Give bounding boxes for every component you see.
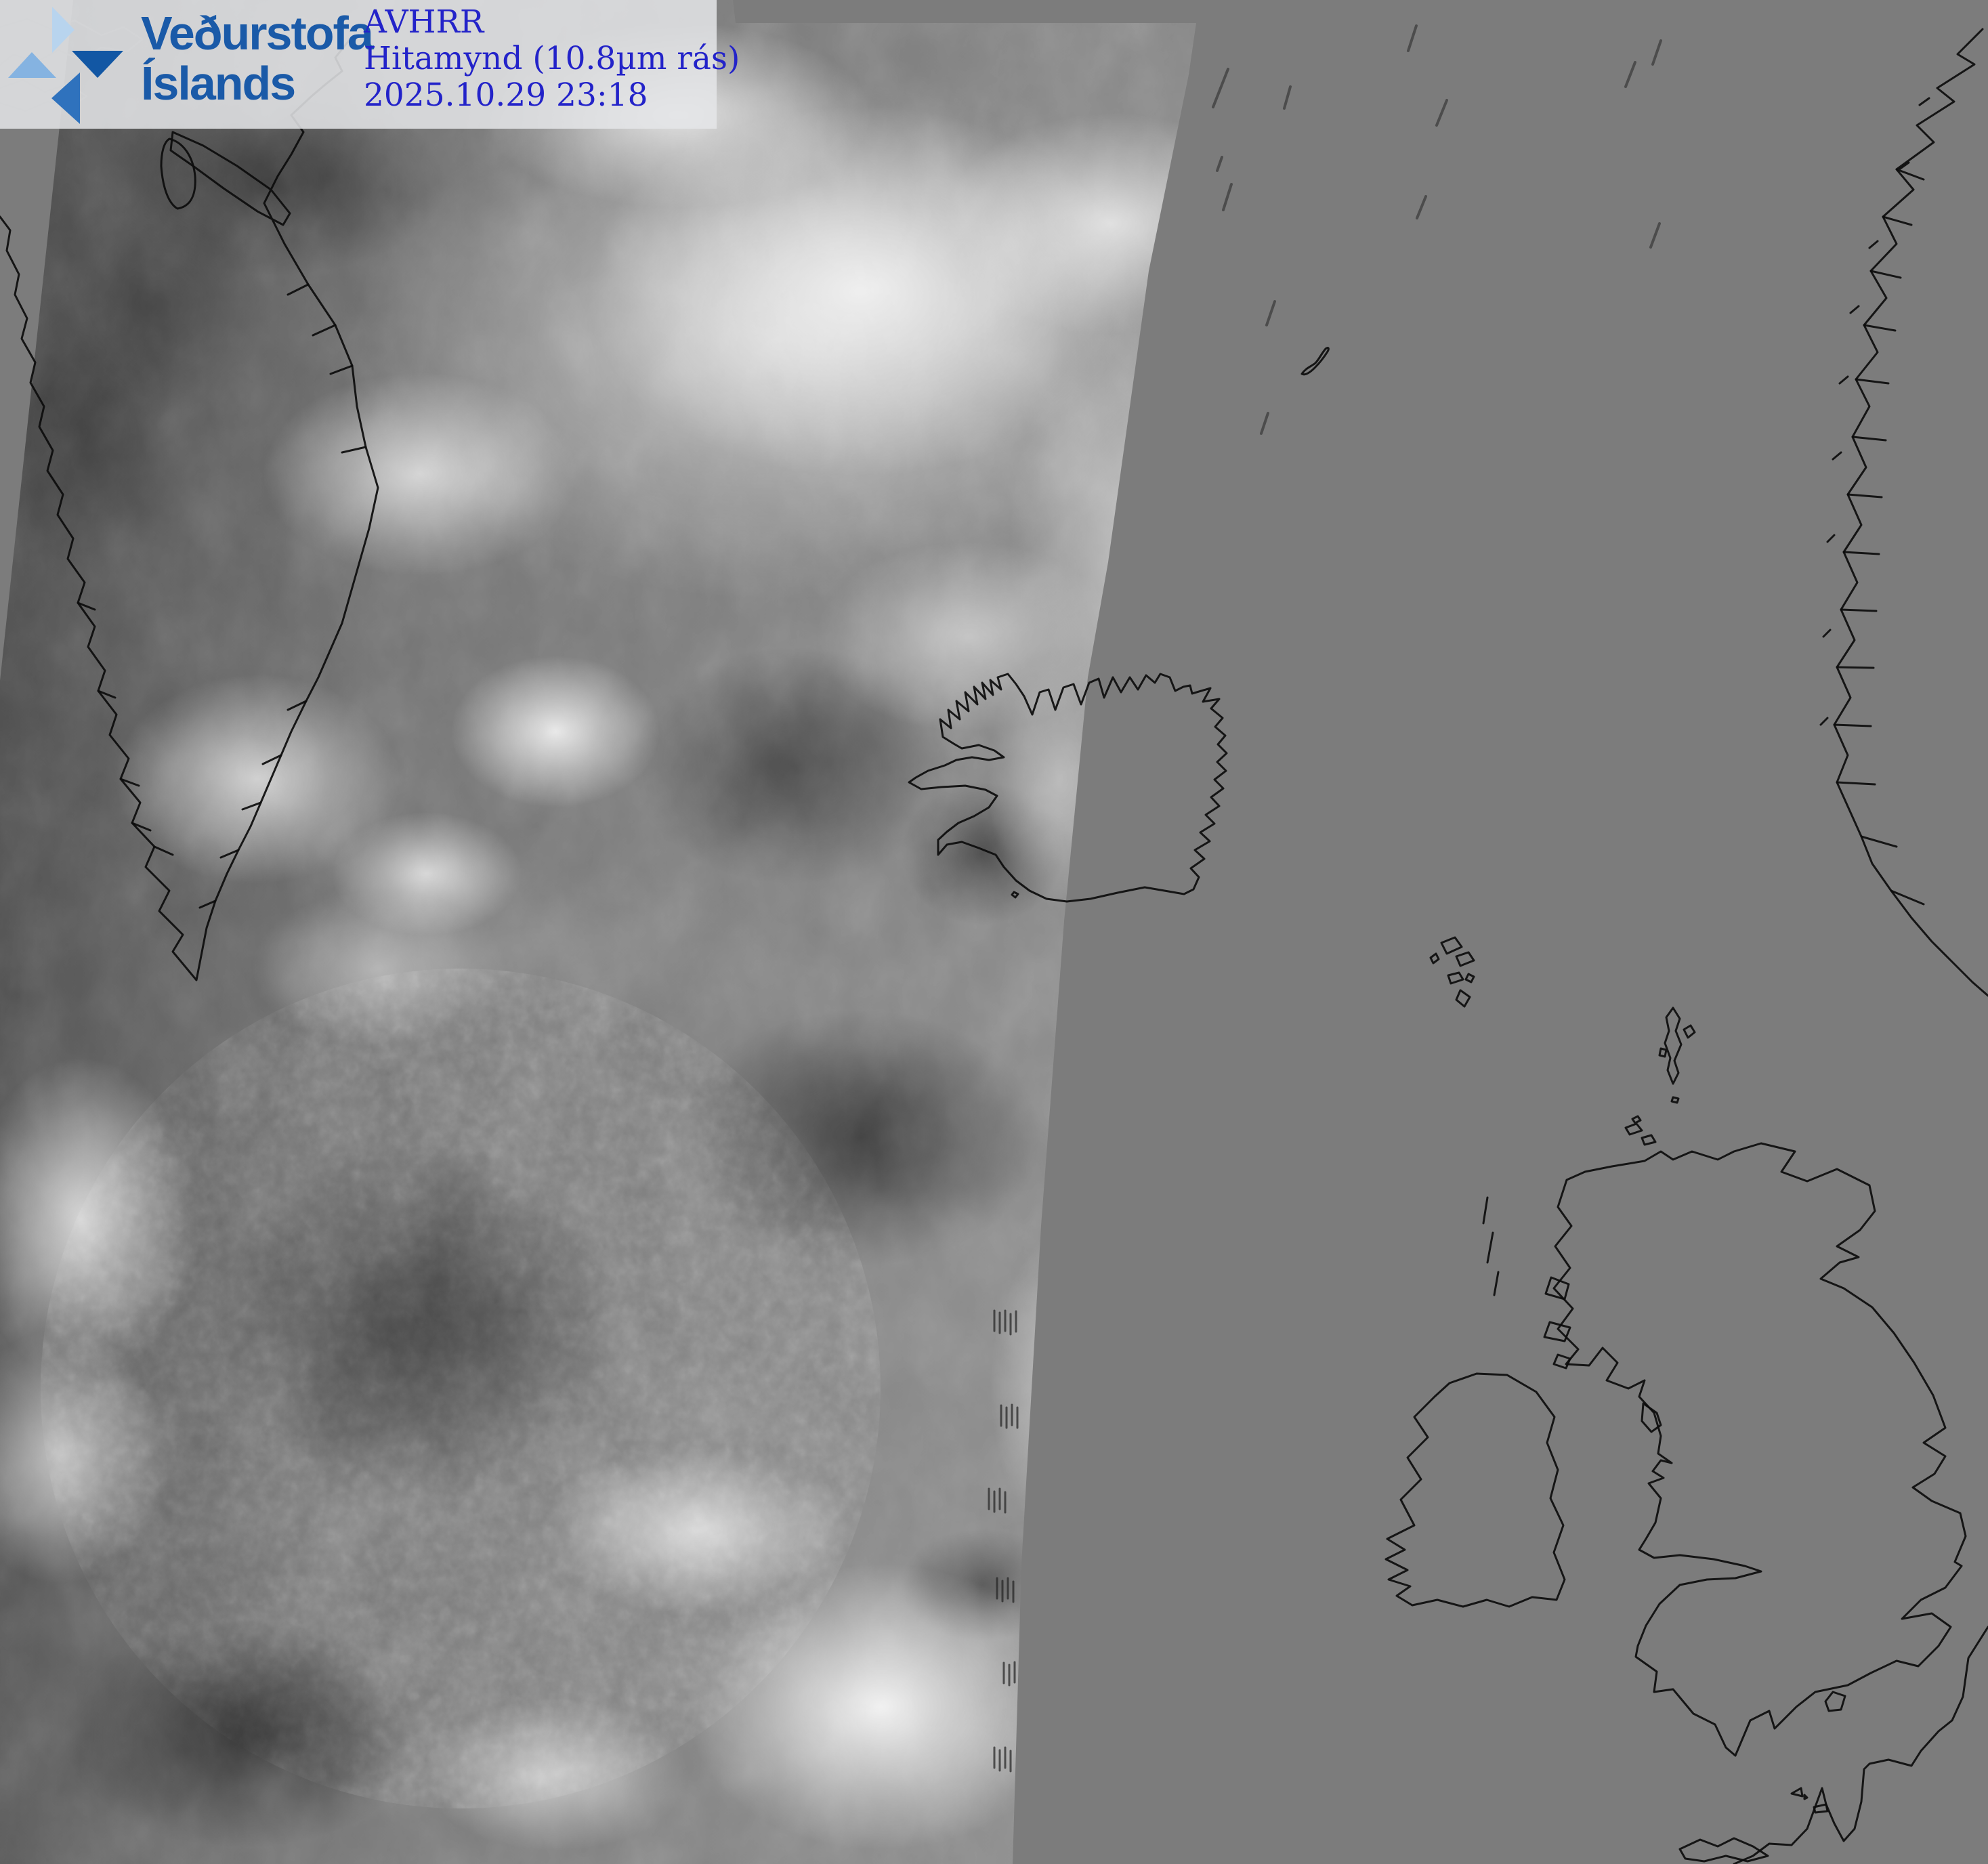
isle-of-man-coastline — [1641, 1402, 1662, 1433]
orkney-coastline — [1624, 1115, 1657, 1146]
channel-islands-coastline — [1790, 1787, 1829, 1814]
product-info: AVHRR Hitamynd (10.8µm rás) 2025.10.29 2… — [364, 4, 740, 114]
product-timestamp: 2025.10.29 23:18 — [364, 77, 648, 114]
brittany-coastline — [1678, 1837, 1769, 1863]
france-coastline — [1733, 1626, 1988, 1864]
greenland-coastline — [0, 39, 379, 981]
logo-triangle-west-icon — [51, 72, 80, 124]
shetland-coastline — [1658, 1007, 1696, 1104]
ireland-coastline — [1384, 1372, 1566, 1608]
product-instrument: AVHRR — [364, 3, 484, 41]
logo-triangle-south-icon — [72, 51, 123, 78]
jan-mayen-coastline — [1300, 347, 1330, 376]
org-name: Veðurstofa Íslands — [141, 7, 374, 110]
header-banner: Veðurstofa Íslands AVHRR Hitamynd (10.8µ… — [0, 0, 740, 129]
norway-fjord-details — [1819, 97, 1930, 906]
scan-artifact-dashes — [1212, 24, 1662, 435]
hebrides-coastline — [1482, 1196, 1571, 1370]
swath-edge-noise-ticks — [988, 1309, 1019, 1773]
logo-triangle-east-icon — [52, 7, 75, 53]
great-britain-coastline — [1552, 1142, 1967, 1757]
org-name-line2: Íslands — [141, 57, 296, 110]
org-name-line1: Veðurstofa — [141, 7, 374, 60]
isle-of-wight-coastline — [1824, 1691, 1846, 1712]
faroe-islands-coastline — [1429, 936, 1475, 1008]
greenland-fjord-details — [77, 137, 367, 909]
logo-triangle-north-icon — [8, 52, 56, 78]
product-channel: Hitamynd (10.8µm rás) — [364, 40, 740, 77]
iceland-coastline — [908, 673, 1228, 903]
